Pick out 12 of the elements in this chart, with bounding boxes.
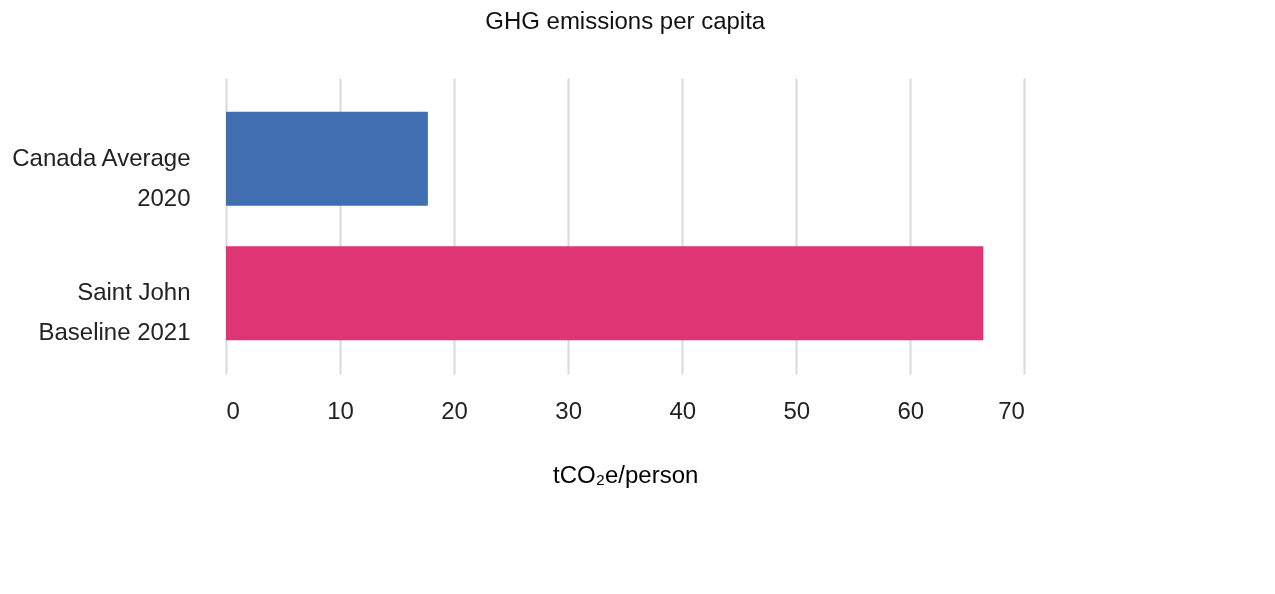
- x-tick-label: 20: [441, 397, 468, 425]
- x-tick-label: 40: [669, 397, 697, 425]
- y-tick-label: Canada Average 2020: [12, 143, 191, 211]
- x-axis-title: tCO₂e/person: [553, 461, 699, 489]
- x-tick-label: 50: [783, 397, 811, 425]
- x-tick-label: 60: [897, 397, 925, 425]
- chart-title: GHG emissions per capita: [485, 7, 766, 34]
- x-tick-label: 70: [998, 397, 1025, 425]
- x-tick-label: 30: [555, 397, 583, 425]
- x-tick-label: 10: [327, 397, 354, 425]
- y-tick-label: Saint John Baseline 2021: [38, 278, 191, 346]
- x-tick-label: 0: [226, 397, 240, 425]
